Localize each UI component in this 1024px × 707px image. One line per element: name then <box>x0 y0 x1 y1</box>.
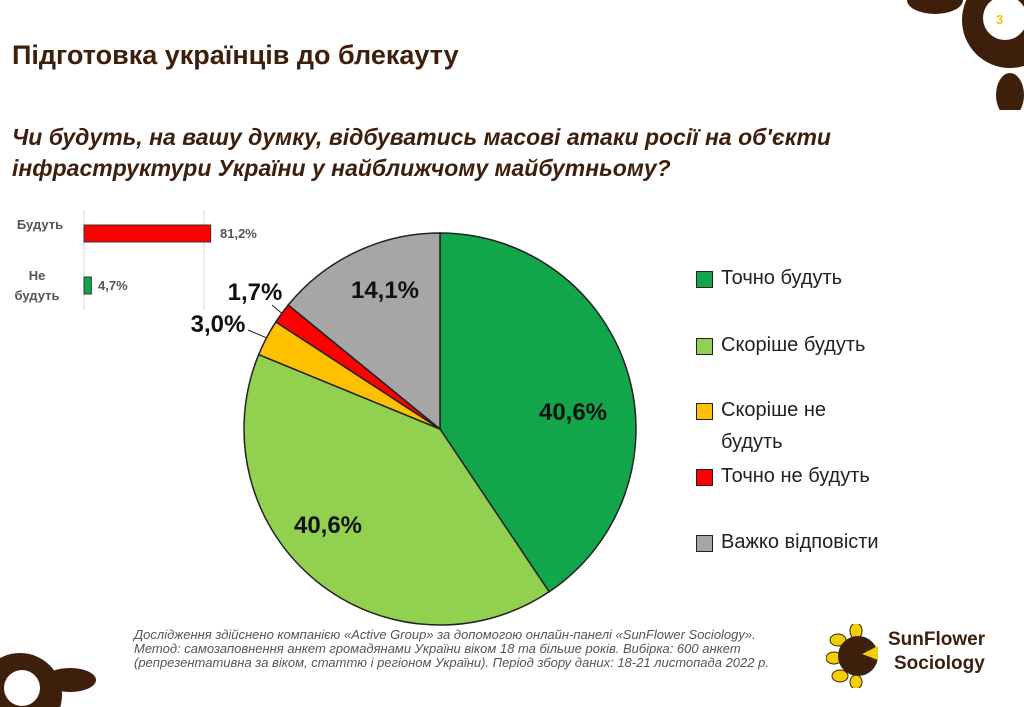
legend-item: Точно будуть <box>696 262 926 294</box>
legend-swatch <box>696 338 713 355</box>
logo-line: Sociology <box>894 653 985 674</box>
slice-value-label: 14,1% <box>351 277 419 304</box>
question: Чи будуть, на вашу думку, відбуватись ма… <box>12 124 831 181</box>
legend-item: Точно не будуть <box>696 460 926 492</box>
sunflower-decoration-top-right <box>907 0 1024 110</box>
page-number: 3 <box>996 12 1004 27</box>
leader-line <box>247 329 267 339</box>
legend-label: Скоріше не будуть <box>721 399 826 453</box>
legend-swatch <box>696 271 713 288</box>
pie-slice <box>243 353 551 626</box>
legend-swatch <box>696 535 713 552</box>
slice-value-label: 40,6% <box>539 399 607 426</box>
slice-value-label: 3,0% <box>191 311 246 338</box>
bar-value-label: 81,2% <box>220 226 257 241</box>
legend-item: Важко відповісти <box>696 526 926 558</box>
legend-label: Важко відповісти <box>721 531 879 553</box>
legend-label: Точно не будуть <box>721 465 870 487</box>
legend-swatch <box>696 403 713 420</box>
bar <box>83 224 212 243</box>
pie-slice <box>287 232 441 431</box>
bar <box>83 276 92 295</box>
sunflower-logo-icon <box>826 624 878 688</box>
logo-line: SunFlower <box>888 629 986 650</box>
footnote: Дослідження здійснено компанією «Active … <box>134 627 769 670</box>
bar-label: Не будуть <box>14 268 60 303</box>
legend-label: Скоріше будуть <box>721 334 866 356</box>
legend-item: Скоріше не будуть <box>696 394 856 458</box>
summary-bar-chart <box>83 210 212 310</box>
legend-swatch <box>696 469 713 486</box>
page-title: Підготовка українців до блекауту <box>12 40 459 70</box>
leader-line <box>271 304 283 314</box>
slice-value-label: 40,6% <box>294 512 362 539</box>
legend-item: Скоріше будуть <box>696 329 926 361</box>
logo-text: SunFlower Sociology <box>888 628 985 676</box>
bar-label: Будуть <box>16 217 64 232</box>
legend-label: Точно будуть <box>721 267 843 289</box>
bar-value-label: 4,7% <box>98 278 128 293</box>
pie-slice <box>439 232 637 593</box>
slice-value-label: 1,7% <box>228 279 283 306</box>
sunflower-decoration-bottom-left <box>0 653 96 707</box>
